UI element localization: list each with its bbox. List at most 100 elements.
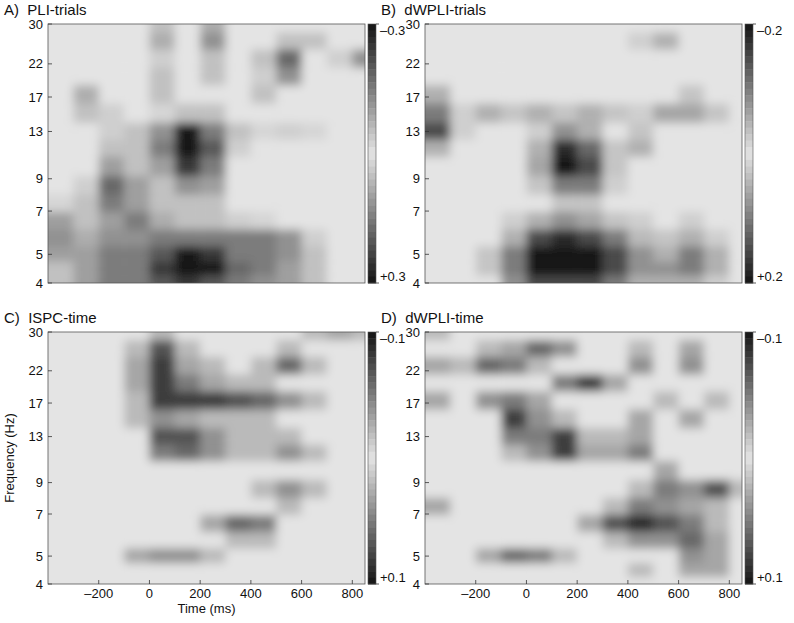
heatmap-cell: [729, 577, 742, 584]
heatmap-cell: [352, 24, 365, 32]
heatmap-cell: [450, 24, 476, 32]
colorbar-step: [368, 186, 376, 193]
heatmap-cell: [628, 103, 654, 123]
x-tick-label: 600: [291, 586, 313, 601]
y-tick-label: 22: [406, 56, 420, 71]
heatmap-cell: [425, 275, 451, 283]
panel: C) ISPC-time457913172230–200020040060080…: [2, 294, 408, 622]
colorbar-step: [368, 95, 376, 102]
heatmap-cell: [352, 548, 365, 563]
heatmap-cell: [352, 514, 365, 532]
heatmap-cell: [200, 122, 226, 140]
colorbar-step: [368, 540, 376, 547]
colorbar-step: [745, 376, 753, 383]
heatmap-cell: [200, 139, 226, 156]
heatmap-cell: [704, 211, 730, 229]
heatmap-cell: [276, 340, 302, 357]
heatmap-cell: [526, 85, 552, 104]
heatmap-cell: [476, 514, 502, 532]
heatmap-cell: [501, 332, 527, 340]
heatmap-cell: [501, 391, 527, 409]
colorbar-tick-label: –0.2: [757, 23, 782, 38]
colorbar-step: [368, 357, 376, 364]
heatmap-cell: [200, 340, 226, 357]
heatmap-cell: [552, 211, 578, 229]
heatmap-cell: [226, 275, 252, 283]
heatmap-cell: [425, 374, 451, 392]
heatmap-cell: [327, 32, 353, 50]
heatmap-cell: [653, 531, 679, 548]
y-tick-label: 4: [36, 276, 43, 291]
heatmap-cell: [501, 514, 527, 532]
heatmap-cell: [628, 261, 654, 276]
colorbar-step: [368, 483, 376, 490]
heatmap-cell: [99, 49, 125, 68]
heatmap-cell: [302, 428, 328, 445]
heatmap-cell: [73, 176, 99, 195]
colorbar-step: [368, 50, 376, 57]
y-tick-label: 7: [36, 204, 43, 219]
colorbar-step: [368, 225, 376, 232]
heatmap-cell: [226, 246, 252, 262]
heatmap-cell: [577, 340, 603, 357]
heatmap-cell: [99, 156, 125, 176]
heatmap-cell: [226, 356, 252, 374]
heatmap-cell: [99, 391, 125, 409]
colorbar-step: [745, 408, 753, 415]
heatmap-cell: [628, 514, 654, 532]
colorbar-tick: [376, 24, 379, 25]
heatmap-cell: [704, 409, 730, 428]
heatmap-cell: [603, 374, 629, 392]
plot-background: [48, 332, 365, 584]
heatmap-cell: [526, 49, 552, 68]
heatmap-cell: [352, 428, 365, 445]
heatmap-cell: [352, 332, 365, 340]
heatmap-cell: [704, 531, 730, 548]
heatmap-cell: [476, 374, 502, 392]
heatmap-cell: [425, 356, 451, 374]
heatmap-cell: [302, 211, 328, 229]
heatmap-cell: [552, 229, 578, 246]
heatmap-cell: [175, 24, 201, 32]
heatmap-cell: [99, 514, 125, 532]
heatmap-cell: [450, 49, 476, 68]
colorbar-step: [368, 502, 376, 509]
y-tick: [425, 556, 429, 557]
colorbar-step: [368, 559, 376, 566]
x-tick-label: 400: [240, 586, 262, 601]
heatmap-cell: [729, 480, 742, 498]
colorbar-step: [745, 553, 753, 560]
heatmap-cell: [476, 103, 502, 123]
heatmap-cell: [48, 103, 74, 123]
heatmap-cell: [501, 122, 527, 140]
heatmap-cell: [327, 261, 353, 276]
heatmap-cell: [73, 156, 99, 176]
colorbar-step: [368, 277, 376, 284]
colorbar-step: [368, 154, 376, 161]
y-tick: [48, 254, 52, 255]
heatmap-cell: [577, 246, 603, 262]
panel-title: D) dWPLI-time: [381, 309, 484, 326]
heatmap-cell: [276, 67, 302, 85]
heatmap-cell: [302, 444, 328, 461]
y-tick: [48, 332, 52, 333]
heatmap-cell: [628, 548, 654, 563]
heatmap-cells: [425, 332, 742, 584]
heatmap-cell: [175, 332, 201, 340]
heatmap-cell: [476, 563, 502, 577]
heatmap-cell: [679, 229, 705, 246]
colorbar-step: [368, 464, 376, 471]
heatmap-cell: [251, 514, 277, 532]
colorbar-step: [368, 414, 376, 421]
heatmap-cell: [653, 211, 679, 229]
colorbar-step: [368, 173, 376, 180]
heatmap-cell: [175, 139, 201, 156]
heatmap-cell: [450, 340, 476, 357]
colorbar-step: [745, 490, 753, 497]
heatmap-cell: [729, 548, 742, 563]
heatmap-cell: [729, 409, 742, 428]
colorbar-step: [368, 251, 376, 258]
heatmap-cell: [73, 391, 99, 409]
colorbar-step: [745, 370, 753, 377]
heatmap-cell: [653, 428, 679, 445]
